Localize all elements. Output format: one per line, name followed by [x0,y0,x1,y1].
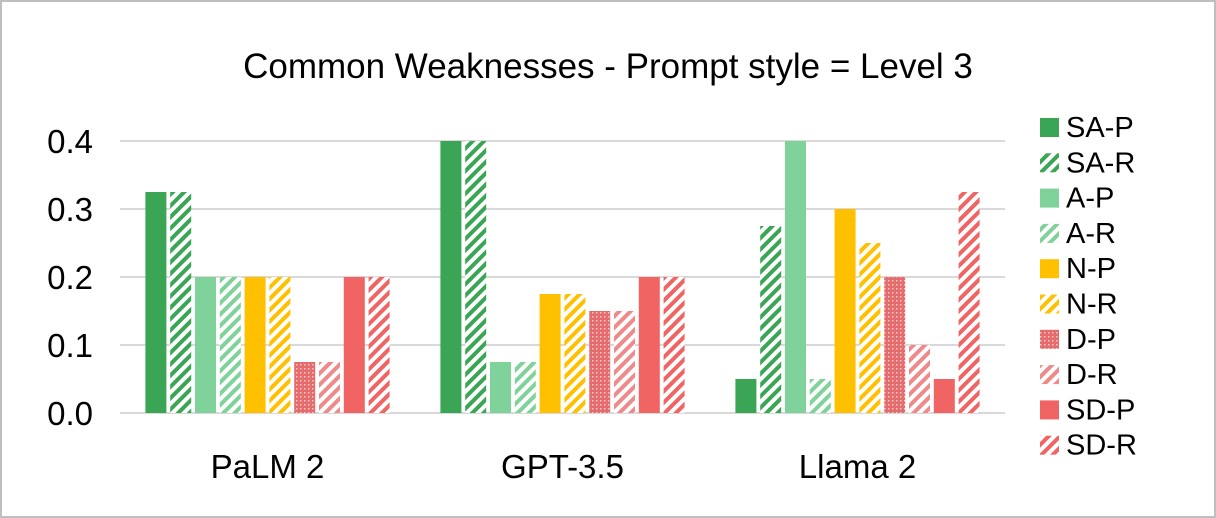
bar-d-r-gpt-3-5 [614,311,635,413]
x-category-label: GPT-3.5 [501,448,624,485]
legend-swatch-d-r [1040,365,1059,385]
bar-sa-r-llama-2 [760,226,782,413]
legend-label-a-p: A-P [1066,183,1114,215]
bar-sa-p-gpt-3-5 [440,141,462,413]
bar-d-p-palm-2 [294,362,316,413]
legend-label-sd-p: SD-P [1066,394,1135,426]
bar-n-r-gpt-3-5 [564,294,586,413]
bar-n-r-palm-2 [269,277,291,413]
gridlines [120,140,1005,414]
legend-swatch-sa-p [1040,118,1059,137]
bar-sd-p-llama-2 [933,379,955,413]
legend-swatch-a-r [1040,223,1059,243]
bar-a-r-gpt-3-5 [514,362,536,413]
y-tick-label: 0.4 [47,123,93,160]
bar-sd-p-palm-2 [343,277,365,413]
bar-a-p-palm-2 [195,277,216,413]
bar-sa-r-gpt-3-5 [465,141,487,413]
bar-a-r-llama-2 [809,379,831,413]
legend-swatch-sd-p [1040,400,1059,420]
legend-label-sd-r: SD-R [1066,430,1137,462]
legend-label-sa-p: SA-P [1066,112,1134,144]
legend-swatch-sa-r [1040,153,1059,173]
bar-sd-r-llama-2 [958,192,980,413]
y-tick-label: 0.0 [47,395,93,432]
legend-swatch-d-p [1040,329,1059,349]
bar-sd-r-gpt-3-5 [663,277,685,413]
bar-n-p-palm-2 [244,277,266,413]
bar-sa-p-llama-2 [735,379,757,413]
bar-sa-r-palm-2 [170,192,192,413]
bar-sd-r-palm-2 [368,277,390,413]
legend-label-sa-r: SA-R [1066,147,1135,179]
y-axis-ticks: 0.0 0.1 0.2 0.3 0.4 [47,123,93,432]
legend: SA-PSA-R A-PA-RN-P N-RD-PD-RSD-P SD-R [1040,112,1137,462]
legend-label-n-r: N-R [1066,289,1118,321]
x-category-label: Llama 2 [799,448,916,485]
bar-n-p-gpt-3-5 [539,294,561,413]
legend-label-d-r: D-R [1066,359,1118,391]
bar-n-r-llama-2 [859,243,881,413]
legend-label-d-p: D-P [1066,324,1116,356]
bar-a-r-palm-2 [219,277,241,413]
chart-title: Common Weaknesses - Prompt style = Level… [243,47,973,86]
bar-d-r-llama-2 [909,345,930,413]
y-tick-label: 0.2 [47,259,93,296]
bar-sd-p-gpt-3-5 [638,277,660,413]
legend-swatch-sd-r [1040,435,1059,455]
bar-a-p-llama-2 [785,141,806,413]
legend-swatch-n-r [1040,294,1059,314]
bar-a-p-gpt-3-5 [490,362,511,413]
y-tick-label: 0.1 [47,327,93,364]
bar-series [145,141,980,413]
y-tick-label: 0.3 [47,191,93,228]
x-axis-categories: PaLM 2 GPT-3.5 Llama 2 [211,448,917,485]
bar-sa-p-palm-2 [145,192,167,413]
bar-d-p-llama-2 [884,277,906,413]
x-category-label: PaLM 2 [211,448,325,485]
bar-d-p-gpt-3-5 [589,311,611,413]
legend-label-n-p: N-P [1066,253,1116,285]
bar-n-p-llama-2 [834,209,856,413]
bar-d-r-palm-2 [319,362,340,413]
legend-swatch-a-p [1040,188,1059,208]
legend-swatch-n-p [1040,259,1059,279]
legend-label-a-r: A-R [1066,218,1116,250]
